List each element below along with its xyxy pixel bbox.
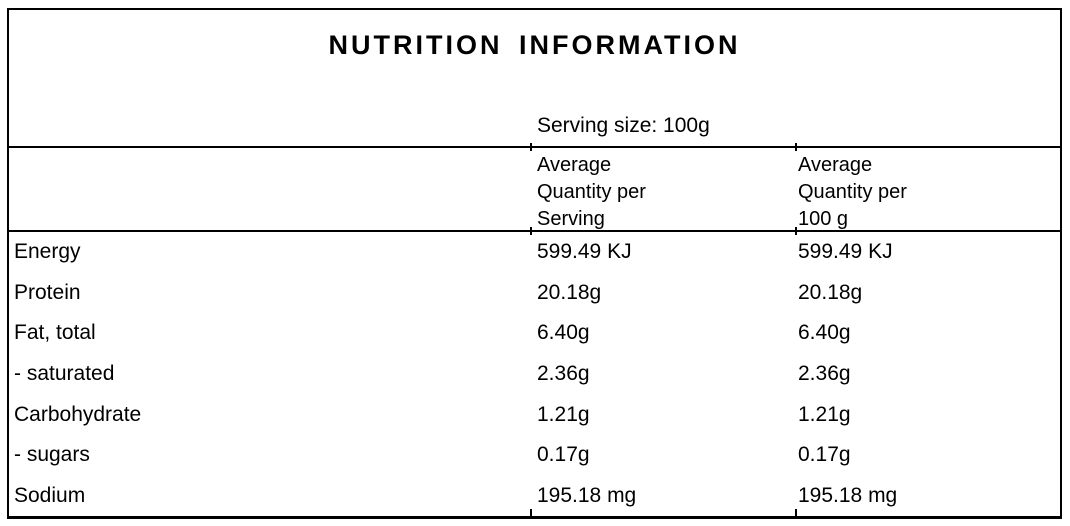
divider-header: [9, 227, 1060, 235]
value-per-100g: 195.18 mg: [798, 483, 898, 507]
nutrient-label: Carbohydrate: [14, 402, 142, 426]
nutrient-label: Sodium: [14, 483, 86, 507]
value-per-100g: 0.17g: [798, 443, 851, 467]
table-row: Carbohydrate 1.21g 1.21g: [9, 394, 1060, 435]
table-row: Fat, total 6.40g 6.40g: [9, 313, 1060, 354]
value-per-serving: 2.36g: [537, 362, 590, 386]
value-per-serving: 599.49 KJ: [537, 240, 632, 264]
header-line: Serving: [537, 208, 605, 230]
column-tick: [530, 227, 532, 235]
nutrient-label: Energy: [14, 240, 81, 264]
value-per-100g: 1.21g: [798, 402, 851, 426]
table-row: Protein 20.18g 20.18g: [9, 273, 1060, 314]
nutrient-rows: Energy 599.49 KJ 599.49 KJ Protein 20.18…: [9, 232, 1060, 516]
table-row: Energy 599.49 KJ 599.49 KJ: [9, 232, 1060, 273]
header-per-serving: Average Quantity per Serving: [537, 152, 798, 233]
table-row: - sugars 0.17g 0.17g: [9, 435, 1060, 476]
table-header-row: Average Quantity per Serving Average Qua…: [9, 148, 1060, 230]
column-tick: [795, 509, 797, 517]
value-per-serving: 1.21g: [537, 402, 590, 426]
value-per-serving: 20.18g: [537, 280, 602, 304]
title-block: NUTRITION INFORMATION Serving size: 100g: [9, 10, 1060, 146]
column-tick: [530, 509, 532, 517]
value-per-100g: 599.49 KJ: [798, 240, 893, 264]
table-row: Sodium 195.18 mg 195.18 mg: [9, 475, 1060, 516]
value-per-serving: 195.18 mg: [537, 483, 637, 507]
header-line: Quantity per: [537, 181, 646, 203]
column-tick: [795, 227, 797, 235]
header-line: Average: [537, 154, 612, 176]
value-per-100g: 6.40g: [798, 321, 851, 345]
header-per-100g: Average Quantity per 100 g: [798, 152, 1060, 233]
nutrition-panel: NUTRITION INFORMATION Serving size: 100g…: [7, 8, 1062, 519]
value-per-100g: 20.18g: [798, 280, 863, 304]
table-row: - saturated 2.36g 2.36g: [9, 354, 1060, 395]
value-per-serving: 0.17g: [537, 443, 590, 467]
nutrient-label: Fat, total: [14, 321, 96, 345]
header-line: Average: [798, 154, 873, 176]
nutrient-label: - sugars: [14, 443, 90, 467]
header-empty-cell: [9, 152, 537, 233]
value-per-serving: 6.40g: [537, 321, 590, 345]
serving-size-text: Serving size: 100g: [537, 114, 710, 137]
nutrient-label: Protein: [14, 280, 81, 304]
column-tick: [530, 143, 532, 151]
divider-top: [9, 143, 1060, 151]
header-line: Quantity per: [798, 181, 907, 203]
header-line: 100 g: [798, 208, 849, 230]
panel-title: NUTRITION INFORMATION: [328, 30, 741, 60]
value-per-100g: 2.36g: [798, 362, 851, 386]
nutrient-label: - saturated: [14, 362, 115, 386]
column-tick: [795, 143, 797, 151]
